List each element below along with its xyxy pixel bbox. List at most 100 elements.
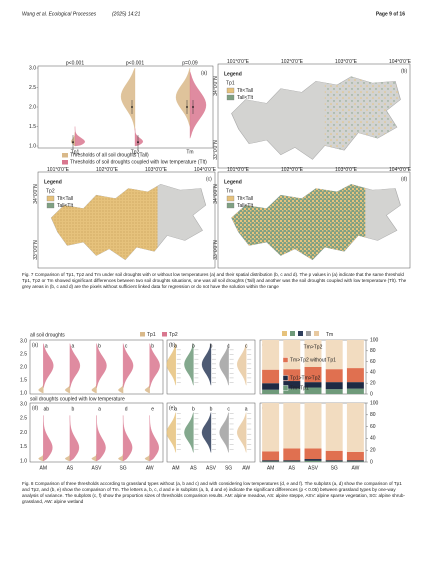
x-tick-label: Tm (186, 149, 193, 155)
longitude-label: 102°0'0"E (96, 167, 119, 173)
proportion-segment (304, 382, 322, 388)
x-tick-label: AS (67, 465, 74, 471)
violin-half (219, 412, 229, 453)
significance-letter: a (72, 343, 75, 349)
x-tick-label: Tp2 (131, 149, 140, 155)
proportion-segment (262, 340, 280, 370)
y-tick-label: 2.5 (20, 351, 27, 357)
legend-swatch (46, 202, 55, 209)
legend-swatch (46, 195, 55, 202)
y-tick-label: 1.0 (20, 390, 27, 396)
legend-text: Tall<Tlt (237, 95, 254, 101)
proportion-segment (304, 460, 322, 462)
y-tick-label: 1.5 (20, 444, 27, 450)
legend-title: Legend (224, 179, 242, 185)
proportion-segment (325, 450, 343, 461)
median-dot (192, 106, 194, 108)
violin-half (122, 415, 133, 462)
significance-letter: b (72, 406, 75, 412)
violin-half (184, 412, 194, 453)
legend-text: Tlt<Tall (57, 196, 73, 202)
y2-tick-label: 20 (370, 381, 376, 387)
longitude-label: 102°0'0"E (281, 167, 304, 173)
proportion-segment (262, 451, 280, 461)
panel-label: (b) (401, 68, 407, 74)
latitude-label: 34°0'0"N (213, 76, 219, 96)
proportion-segment (304, 459, 322, 461)
violin-half (149, 343, 160, 388)
violin-half (237, 412, 247, 453)
significance-letter: a (245, 406, 248, 412)
significance-letter: a (45, 343, 48, 349)
y2-tick-label: 100 (370, 400, 379, 406)
violin-half (96, 343, 107, 388)
panel-label: (b) (169, 342, 175, 348)
legend-swatch (282, 375, 289, 381)
significance-letter: d (125, 406, 128, 412)
significance-letter: e (151, 406, 154, 412)
longitude-label: 103°0'0"E (335, 167, 358, 173)
proportion-segment (262, 389, 280, 394)
y2-tick-label: 100 (370, 337, 379, 343)
violin-half (91, 453, 97, 462)
proportion-segment (325, 369, 343, 383)
significance-letter: b (98, 343, 101, 349)
significance-letter: b (210, 406, 213, 412)
legend-text: Thresholds of all soil droughts (Tall) (70, 153, 149, 159)
legend-text: Tlt<Tall (237, 196, 253, 202)
longitude-label: 102°0'0"E (281, 59, 304, 65)
legend-title: Legend (44, 179, 62, 185)
significance-letter: ab (44, 406, 50, 412)
violin-half (134, 128, 143, 147)
map-threshold-pattern (51, 184, 158, 260)
violin-half (118, 453, 124, 462)
proportion-segment (283, 460, 301, 462)
longitude-label: 101°0'0"E (227, 167, 250, 173)
significance-letter: c (227, 406, 230, 412)
x-tick-label: AM (172, 465, 180, 471)
longitude-label: 101°0'0"E (47, 167, 70, 173)
legend-swatch (282, 385, 289, 391)
header-journal: Wang et al. Ecological Processes (22, 11, 97, 17)
violin-half (96, 415, 106, 462)
legend-swatch (306, 331, 311, 336)
legend-swatch (314, 331, 319, 336)
panel-label: (d) (32, 405, 38, 411)
proportion-label: Tm>Tp2 (304, 344, 323, 350)
x-tick-label: ASV (206, 465, 217, 471)
legend-text: Tall<Tlt (57, 203, 74, 209)
proportion-segment (283, 403, 301, 449)
proportion-segment (325, 460, 343, 462)
y2-tick-label: 60 (370, 359, 376, 365)
violin-half (219, 343, 229, 386)
x-tick-label: SG (119, 465, 126, 471)
p-value: p=0.09 (182, 60, 198, 66)
proportion-segment (262, 369, 280, 384)
longitude-label: 104°0'0"E (389, 59, 412, 65)
proportion-segment (346, 388, 364, 394)
y-tick-label: 2.0 (20, 430, 27, 436)
fig7-caption: Fig. 7 Comparison of Tp1, Tp2 and Tm und… (22, 272, 407, 289)
proportion-segment (283, 388, 301, 394)
median-dot (72, 141, 74, 144)
longitude-label: 101°0'0"E (227, 59, 250, 65)
proportion-segment (346, 460, 364, 462)
y-tick-label: 1.5 (20, 377, 27, 383)
proportion-segment (262, 460, 280, 462)
x-tick-label: AW (351, 465, 359, 471)
violin-half (166, 412, 176, 453)
legend-swatch (162, 332, 167, 337)
header-page: Page 9 of 16 (376, 11, 405, 17)
legend-swatch (226, 87, 235, 94)
header-volume: (2025) 14:21 (112, 11, 141, 17)
panel-frame (166, 339, 256, 395)
panel-frame (29, 339, 164, 395)
violin-half (43, 415, 53, 462)
y2-tick-label: 0 (370, 459, 373, 465)
y2-tick-label: 0 (370, 391, 373, 397)
panel-frame (29, 402, 164, 463)
proportion-segment (346, 382, 364, 389)
violin-half (69, 343, 81, 388)
